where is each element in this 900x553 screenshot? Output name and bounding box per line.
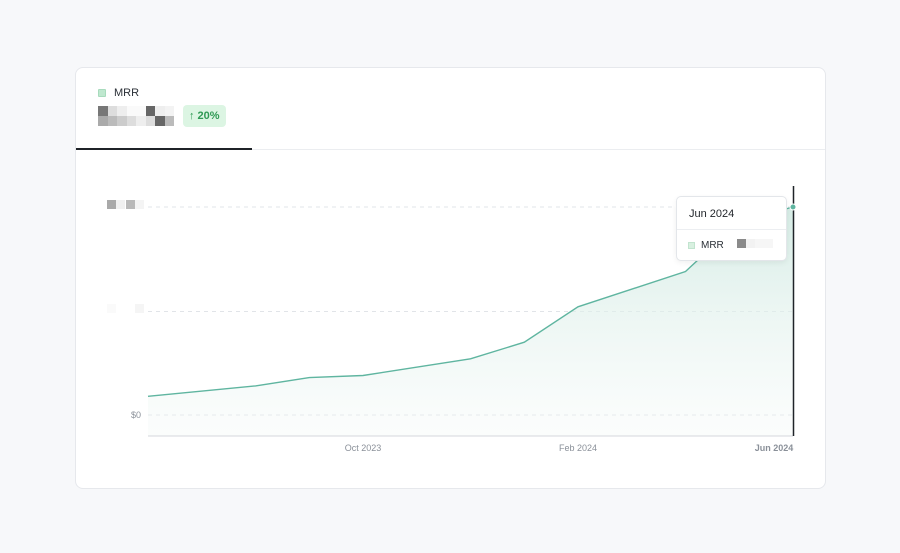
card-header: MRR ↑ 20%	[76, 68, 825, 150]
tooltip-series-row: MRR	[688, 240, 724, 251]
tooltip-divider	[677, 229, 786, 230]
chart-tooltip: Jun 2024 MRR	[676, 196, 787, 261]
mrr-card: MRR ↑ 20%	[75, 67, 826, 489]
redacted-metric-value	[98, 106, 174, 126]
change-value: 20%	[197, 110, 220, 122]
active-tab-indicator	[76, 148, 252, 150]
tooltip-legend-swatch	[688, 242, 695, 249]
change-badge: ↑ 20%	[183, 105, 226, 127]
tooltip-series-label: MRR	[701, 240, 724, 251]
metric-value-row: ↑ 20%	[98, 105, 226, 127]
tooltip-redacted-value	[737, 239, 773, 248]
metric-legend-swatch	[98, 89, 106, 97]
tooltip-title: Jun 2024	[689, 208, 735, 220]
arrow-up-icon: ↑	[189, 110, 195, 122]
metric-label: MRR	[114, 87, 140, 99]
metric-label-row: MRR	[98, 87, 139, 99]
